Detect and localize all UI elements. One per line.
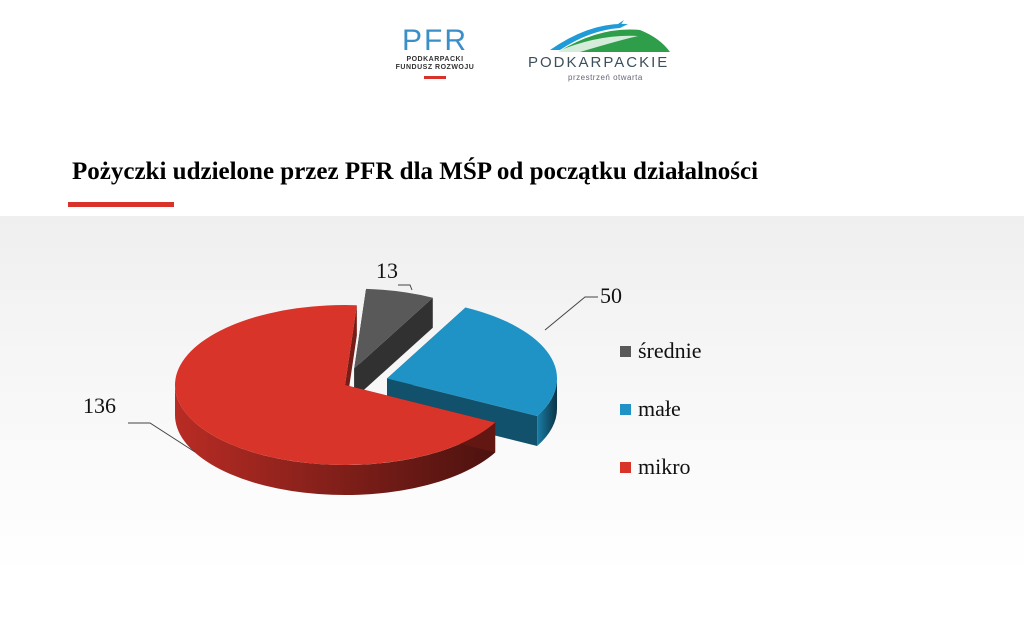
leader-line-male <box>544 296 598 331</box>
pie-slice-male <box>387 307 558 416</box>
podkarpackie-logo-word: PODKARPACKIE <box>528 54 670 71</box>
leader-line-mikro <box>128 422 196 453</box>
podkarpackie-logo-tagline: przestrzeń otwarta <box>568 73 643 82</box>
pie-slice-mikro <box>175 305 496 465</box>
data-label-male: 50 <box>600 283 622 308</box>
logos-header: PFR PODKARPACKI FUNDUSZ ROZWOJU PODKARPA… <box>0 18 1024 98</box>
pfr-logo-word: PFR <box>380 26 490 56</box>
pfr-logo: PFR PODKARPACKI FUNDUSZ ROZWOJU <box>380 26 490 96</box>
legend-swatch-srednie <box>620 346 631 357</box>
title-underline <box>68 202 174 207</box>
leader-line-srednie <box>398 284 413 291</box>
pie-tops <box>175 288 558 465</box>
pfr-logo-bar <box>424 76 446 79</box>
pie-side-male <box>537 378 558 446</box>
legend-label-mikro: mikro <box>638 454 691 479</box>
page-title: Pożyczki udzielone przez PFR dla MŚP od … <box>72 158 759 185</box>
pie-side-mikro <box>175 385 496 495</box>
data-label-srednie: 13 <box>376 258 398 283</box>
pfr-logo-line1: PODKARPACKI <box>406 56 464 63</box>
legend-swatch-male <box>620 404 631 415</box>
pie-face-male <box>387 378 538 446</box>
pfr-logo-line2: FUNDUSZ ROZWOJU <box>395 64 475 71</box>
pfr-logo-letters: PFR <box>402 24 468 57</box>
podkarpackie-hills-icon <box>550 20 670 52</box>
podkarpackie-logo: PODKARPACKIE przestrzeń otwarta <box>520 18 690 98</box>
legend-label-srednie: średnie <box>638 338 702 363</box>
data-label-mikro: 136 <box>83 393 116 418</box>
pie-slice-srednie <box>354 288 433 369</box>
pie-face-srednie <box>354 297 433 399</box>
legend-label-male: małe <box>638 396 681 421</box>
legend-swatch-mikro <box>620 462 631 473</box>
